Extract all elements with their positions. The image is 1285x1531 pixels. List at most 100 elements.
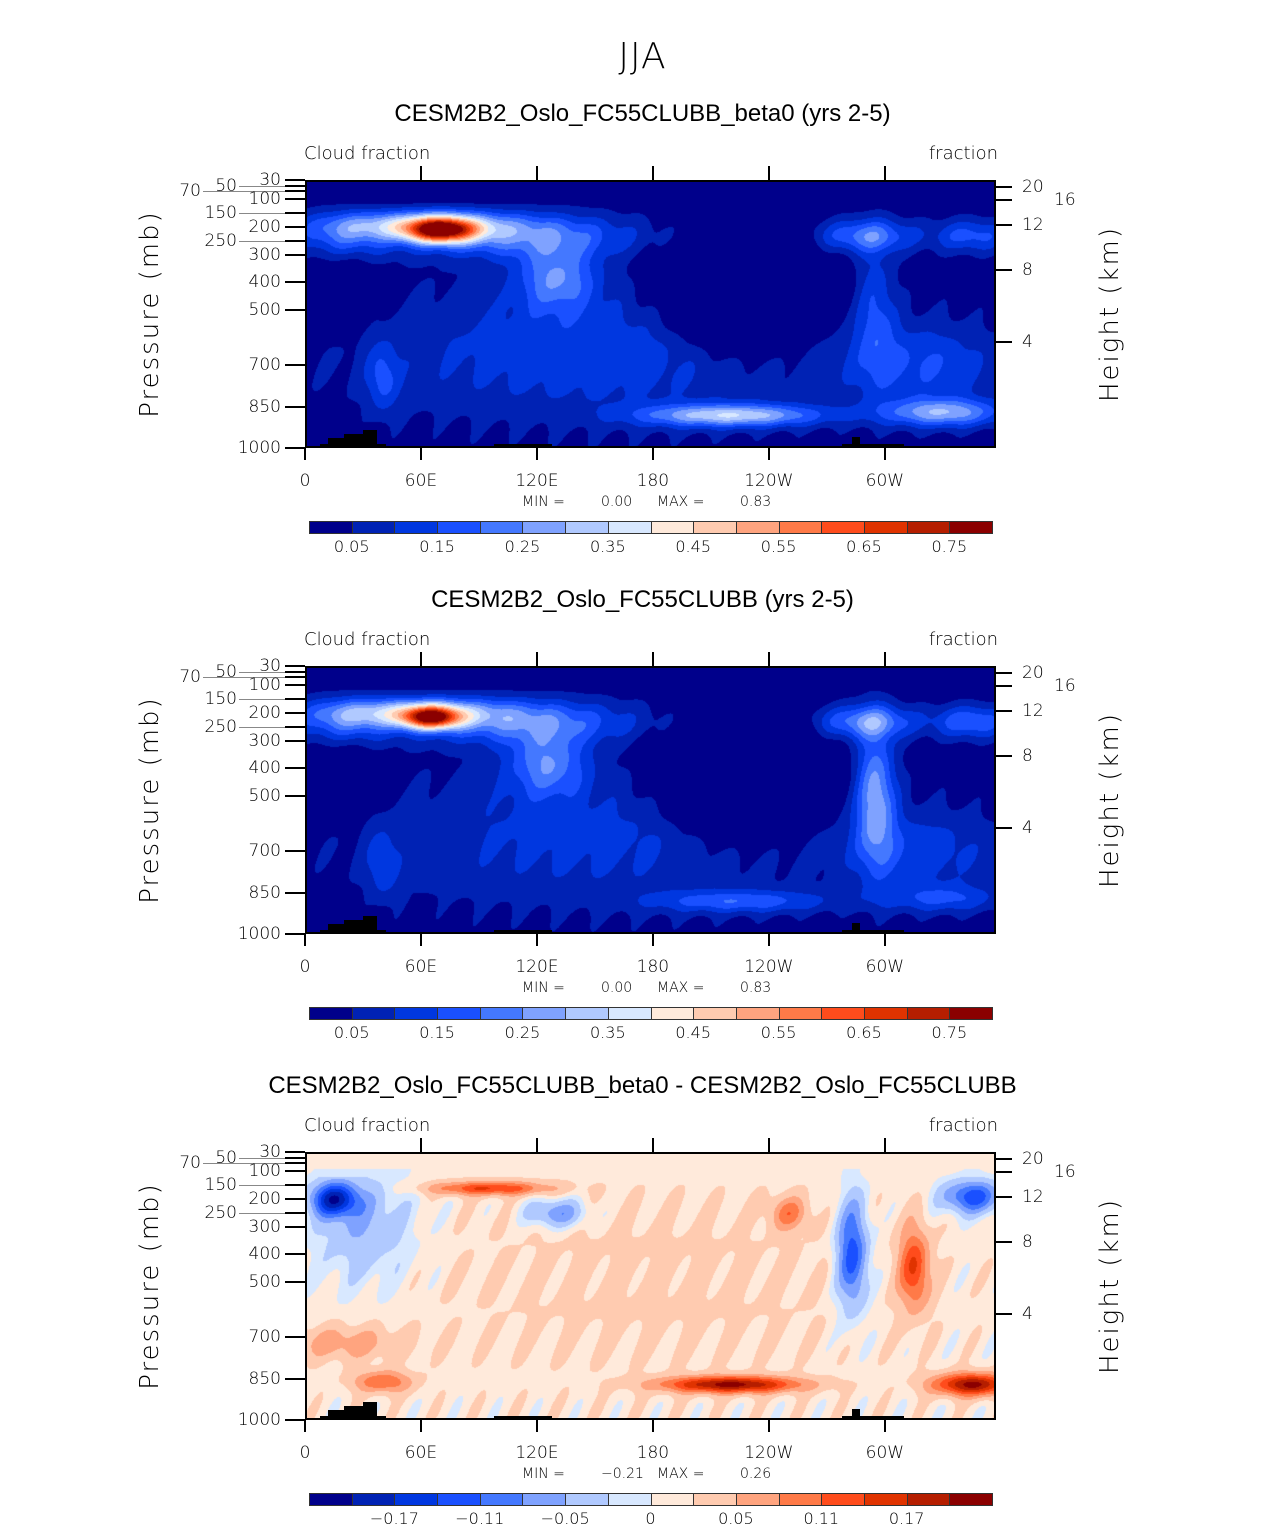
y-tick-leader <box>239 185 285 187</box>
plot-frame <box>305 1152 996 1420</box>
colorbar-label: 0.05 <box>718 1509 754 1528</box>
colorbar-label: 0.25 <box>504 1023 541 1042</box>
topography <box>328 1410 344 1420</box>
colorbar-box <box>607 1493 652 1506</box>
height-tick <box>996 185 1012 188</box>
height-tick-label: 8 <box>1022 746 1033 767</box>
min-value: 0.00 <box>601 494 633 510</box>
y-tick <box>285 725 305 728</box>
y-tick-label: 100 <box>248 189 281 210</box>
y-tick-label: 70 <box>179 1153 201 1174</box>
height-tick-label: 16 <box>1054 676 1076 697</box>
height-tick-label: 8 <box>1022 1232 1033 1253</box>
x-tick <box>767 448 770 460</box>
colorbar-box <box>309 1493 353 1506</box>
right-axis-title: Height (km) <box>1095 1198 1125 1374</box>
y-tick <box>285 1170 305 1173</box>
y-tick-leader <box>239 699 285 701</box>
y-tick-label: 400 <box>248 272 281 293</box>
height-tick <box>996 685 1012 688</box>
y-tick <box>285 933 305 935</box>
topography <box>842 1415 852 1420</box>
contour-field <box>305 666 996 934</box>
x-tick <box>535 934 538 946</box>
y-tick <box>285 1377 305 1380</box>
left-string: Cloud fraction <box>304 1115 431 1136</box>
y-tick-label: 400 <box>248 758 281 779</box>
topography <box>842 929 852 934</box>
colorbar-box <box>821 1493 865 1506</box>
x-tick-top <box>883 166 886 180</box>
topography <box>852 922 860 934</box>
height-tick-label: 12 <box>1022 215 1044 236</box>
x-tick-label: 180 <box>636 957 670 977</box>
x-tick-label: 120E <box>515 957 559 977</box>
x-tick-label: 60E <box>404 1443 438 1463</box>
topography <box>494 1415 553 1420</box>
height-tick-label: 12 <box>1022 1187 1044 1208</box>
height-tick <box>996 341 1012 344</box>
x-tick-label: 120W <box>744 471 794 491</box>
y-tick <box>285 364 305 367</box>
colorbar-label: 0 <box>645 1509 656 1528</box>
colorbar-box <box>906 1493 951 1506</box>
colorbar-box <box>565 1493 609 1506</box>
figure-title: JJA <box>618 36 667 77</box>
y-tick-label: 50 <box>215 175 237 196</box>
y-tick-label: 1000 <box>237 1410 281 1430</box>
contour-field <box>305 180 996 448</box>
x-tick-label: 0 <box>299 1443 311 1463</box>
min-value: −0.21 <box>601 1466 644 1482</box>
x-tick <box>304 448 306 460</box>
topography <box>343 920 363 934</box>
y-tick-label: 250 <box>204 230 237 251</box>
y-tick-label: 200 <box>248 702 281 723</box>
x-tick-top <box>883 1138 886 1152</box>
max-label: MAX = <box>657 494 705 510</box>
x-tick <box>767 934 770 946</box>
colorbar-label: 0.55 <box>760 1023 797 1042</box>
y-tick <box>285 308 305 311</box>
colorbar-label: 0.75 <box>931 1023 968 1042</box>
y-tick <box>285 739 305 742</box>
x-tick-label: 120W <box>744 957 794 977</box>
topography <box>852 1408 860 1420</box>
left-string: Cloud fraction <box>304 143 431 164</box>
y-tick-leader <box>203 191 285 193</box>
y-tick-label: 850 <box>248 396 281 417</box>
height-tick-label: 4 <box>1022 1304 1033 1325</box>
height-tick-label: 4 <box>1022 818 1033 839</box>
colorbar-box <box>479 1493 524 1506</box>
y-tick-label: 150 <box>204 203 237 224</box>
x-tick-top <box>651 1138 654 1152</box>
y-tick-label: 1000 <box>237 438 281 458</box>
y-tick-label: 1000 <box>237 924 281 944</box>
y-tick-leader <box>239 1157 285 1159</box>
x-tick-label: 0 <box>299 471 311 491</box>
height-tick-label: 4 <box>1022 332 1033 353</box>
y-tick <box>285 794 305 797</box>
y-axis-title: Pressure (mb) <box>135 210 165 418</box>
x-tick-label: 120W <box>744 1443 794 1463</box>
y-tick-label: 500 <box>248 299 281 320</box>
x-tick-top <box>883 652 886 666</box>
y-tick-leader <box>239 1185 285 1187</box>
y-tick <box>285 253 305 256</box>
x-tick <box>883 934 886 946</box>
min-label: MIN = <box>522 980 565 996</box>
y-tick <box>285 767 305 770</box>
min-label: MIN = <box>522 494 565 510</box>
colorbar-box <box>949 1493 993 1506</box>
y-tick <box>285 212 305 215</box>
x-tick <box>651 1420 654 1432</box>
topography <box>362 430 377 448</box>
y-tick <box>285 711 305 714</box>
x-tick-top <box>535 166 538 180</box>
colorbar-label: −0.11 <box>455 1509 505 1528</box>
y-tick-label: 50 <box>215 1147 237 1168</box>
colorbar-box <box>949 521 993 534</box>
y-tick <box>285 850 305 853</box>
chart-panel: CESM2B2_Oslo_FC55CLUBB_beta0 (yrs 2-5) Cl… <box>0 0 1285 556</box>
x-tick-label: 60E <box>404 957 438 977</box>
height-tick <box>996 1241 1012 1244</box>
